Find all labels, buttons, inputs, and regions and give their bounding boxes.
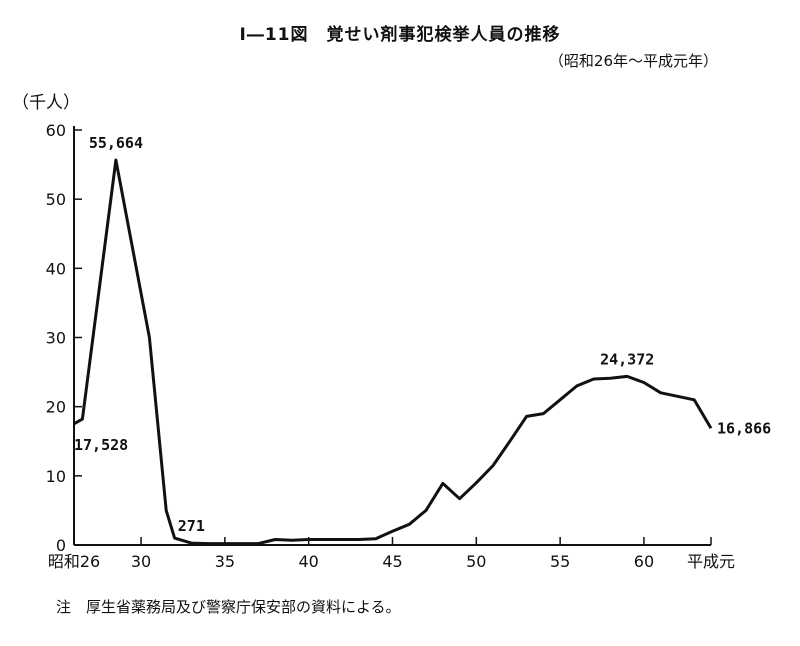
data-label: 16,866 [717, 419, 771, 437]
data-label: 17,528 [74, 436, 128, 454]
y-tick-label: 40 [46, 259, 66, 278]
x-tick-label: 30 [131, 552, 151, 571]
data-label: 24,372 [600, 350, 654, 368]
chart-title: Ⅰ―11図 覚せい剤事犯検挙人員の推移 [239, 25, 561, 45]
chart-subtitle: （昭和26年～平成元年） [548, 52, 718, 70]
y-tick-label: 0 [56, 536, 66, 555]
x-tick-label: 平成元 [687, 552, 735, 571]
y-tick-label: 50 [46, 190, 66, 209]
x-tick-label: 40 [299, 552, 319, 571]
x-tick-label: 60 [634, 552, 654, 571]
x-tick-label: 昭和26 [48, 552, 100, 571]
y-axis-unit-label: （千人） [12, 93, 80, 113]
source-note: 注 厚生省薬務局及び警察庁保安部の資料による。 [56, 598, 401, 616]
x-tick-label: 35 [215, 552, 235, 571]
y-tick-label: 60 [46, 121, 66, 140]
x-tick-label: 50 [466, 552, 486, 571]
y-tick-label: 30 [46, 329, 66, 348]
y-tick-label: 10 [46, 467, 66, 486]
x-tick-label: 55 [550, 552, 570, 571]
data-label: 271 [178, 517, 205, 535]
x-tick-label: 45 [382, 552, 402, 571]
data-label: 55,664 [89, 134, 143, 152]
series-line [73, 158, 713, 546]
y-tick-label: 20 [46, 398, 66, 417]
